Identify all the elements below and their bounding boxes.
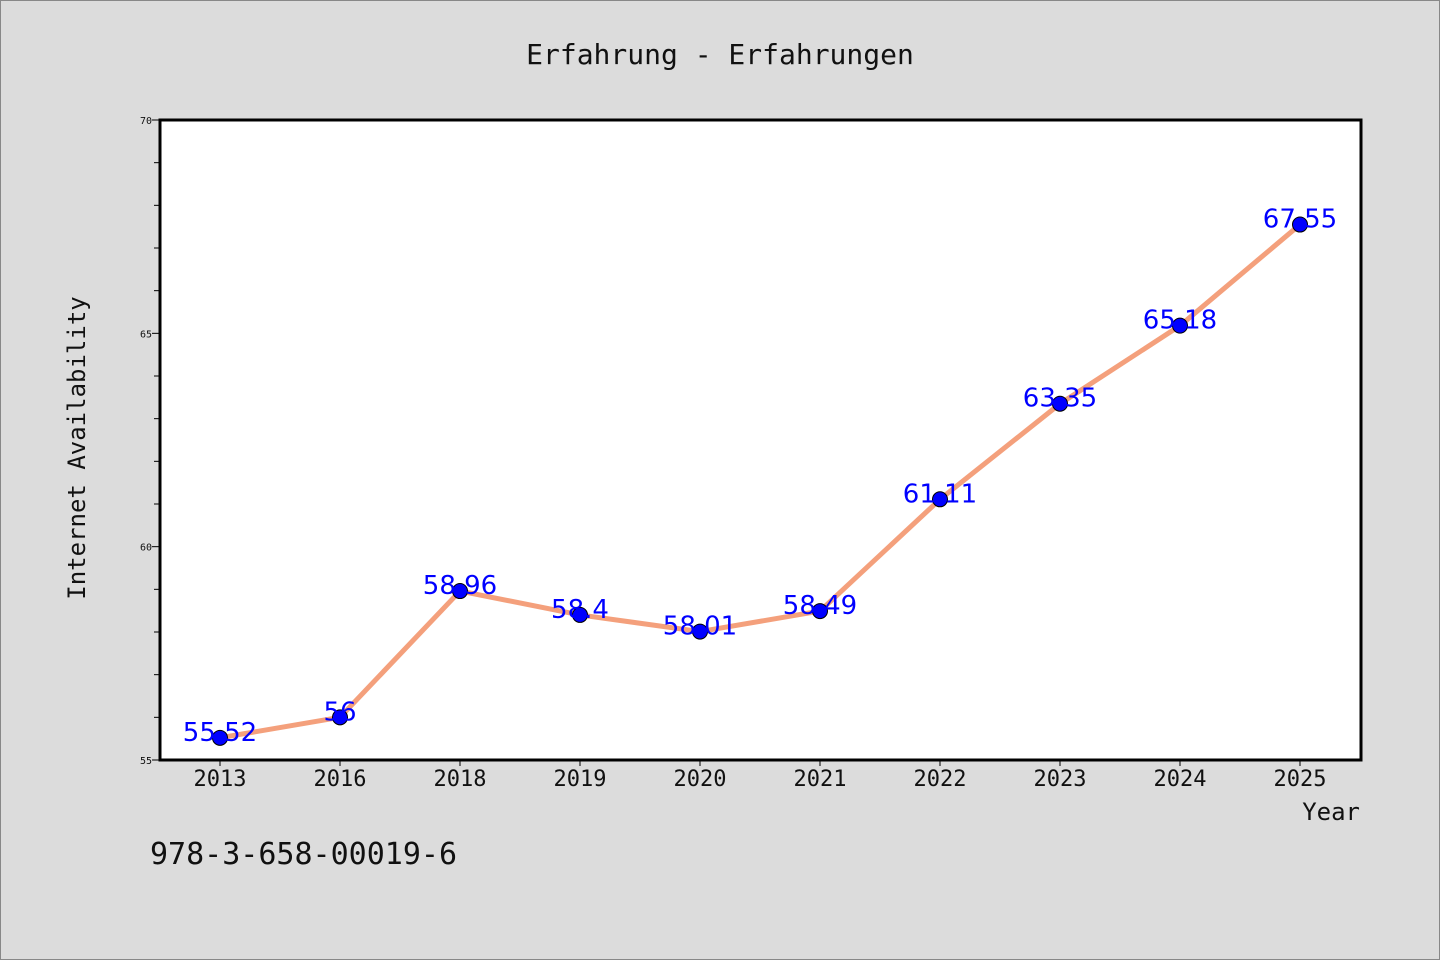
y-axis-ticks: 55 60 65 70 [140, 116, 160, 767]
x-tick-label: 2016 [314, 767, 367, 792]
data-point [812, 603, 828, 620]
data-labels: 55.52 56 58.96 58.4 58.01 58.49 61.11 63.35 65.1… [183, 205, 1337, 748]
data-label: 56 [323, 697, 356, 727]
y-tick-label: 65 [140, 329, 152, 340]
data-label: 67.55 [1263, 205, 1337, 235]
series-line [219, 222, 1302, 741]
plot-area [158, 118, 1363, 762]
data-markers [212, 216, 1308, 746]
y-axis-label: Internet Availability [63, 296, 91, 599]
x-tick-label: 2023 [1034, 767, 1087, 792]
x-tick-label: 2013 [194, 767, 247, 792]
x-tick-label: 2021 [794, 767, 847, 792]
data-label: 58.01 [663, 612, 737, 642]
data-label: 65.18 [1143, 306, 1217, 336]
y-tick-label: 60 [140, 543, 152, 554]
x-tick-label: 2022 [914, 767, 967, 792]
data-label: 55.52 [183, 718, 257, 748]
x-tick-label: 2019 [554, 767, 607, 792]
data-point [1172, 317, 1188, 334]
data-label: 58.96 [423, 571, 497, 601]
x-tick-label: 2018 [434, 767, 487, 792]
data-point [572, 606, 588, 623]
data-point [212, 729, 228, 746]
data-label: 58.49 [783, 591, 857, 621]
x-tick-label: 2024 [1154, 767, 1207, 792]
data-point [332, 709, 348, 726]
data-point [692, 623, 708, 640]
x-tick-label: 2020 [674, 767, 727, 792]
x-axis-label: Year [1302, 798, 1360, 826]
data-point [452, 583, 468, 600]
data-point [1292, 216, 1308, 233]
x-axis-ticks: 2013 2016 2018 2019 2020 2021 2022 2023 2024 2025 [194, 760, 1327, 792]
y-tick-label: 55 [140, 756, 152, 767]
chart-title: Erfahrung - Erfahrungen [526, 38, 914, 71]
y-tick-label: 70 [140, 116, 152, 127]
data-label: 61.11 [903, 479, 977, 509]
y-axis-minor-ticks [154, 162, 160, 718]
data-label: 58.4 [551, 595, 609, 625]
footer-isbn: 978-3-658-00019-6 [150, 837, 457, 872]
data-point [932, 491, 948, 508]
data-label: 63.35 [1023, 384, 1097, 414]
x-tick-label: 2025 [1274, 767, 1327, 792]
data-point [1052, 395, 1068, 412]
